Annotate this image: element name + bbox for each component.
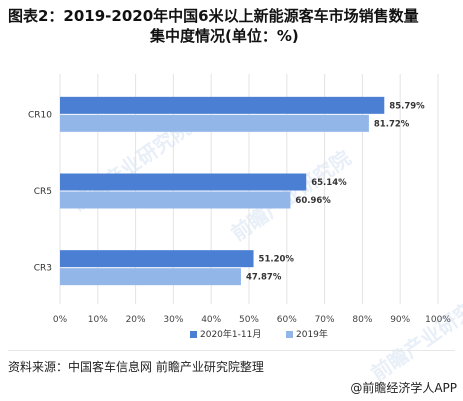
x-tick-label: 90% <box>390 315 410 325</box>
data-label: 81.72% <box>374 119 410 129</box>
brand-credit: @前瞻经济学人APP <box>350 381 457 395</box>
legend-swatch <box>190 331 197 338</box>
bar <box>60 250 254 268</box>
source-note: 资料来源：中国客车信息网 前瞻产业研究院整理 <box>8 360 264 374</box>
legend-swatch <box>286 331 293 338</box>
x-tick-label: 0% <box>53 315 68 325</box>
bar <box>60 173 307 191</box>
bar <box>60 191 291 209</box>
chart-title-line-2: 集中度情况(单位：%) <box>150 27 299 45</box>
legend-label: 2019年 <box>296 328 328 340</box>
x-tick-label: 40% <box>201 315 221 325</box>
x-tick-label: 20% <box>126 315 146 325</box>
bar <box>60 114 369 132</box>
x-tick-label: 50% <box>239 315 259 325</box>
data-label: 51.20% <box>259 255 295 265</box>
x-tick-label: 80% <box>352 315 372 325</box>
bar <box>60 268 241 286</box>
data-label: 60.96% <box>295 196 331 206</box>
x-tick-label: 60% <box>277 315 297 325</box>
chart-title: 图表2：2019-2020年中国6米以上新能源客车市场销售数量 集中度情况(单位… <box>8 6 456 46</box>
legend-label: 2020年1-11月 <box>200 328 261 340</box>
x-tick-label: 10% <box>88 315 108 325</box>
x-tick-label: 30% <box>163 315 183 325</box>
data-label: 47.87% <box>246 273 282 283</box>
bar <box>60 96 385 114</box>
data-label: 85.79% <box>389 101 425 111</box>
chart-title-line-1: 图表2：2019-2020年中国6米以上新能源客车市场销售数量 <box>8 7 419 25</box>
x-tick-label: 100% <box>425 315 451 325</box>
bar-chart: 0% 10% 20% 30% 40% 50% 60% 70% 80% 90% 100% CR10 85.… <box>28 74 451 340</box>
category-label: CR3 <box>34 264 52 274</box>
footer-divider <box>8 350 455 351</box>
category-label: CR10 <box>28 110 52 120</box>
category-label: CR5 <box>34 187 52 197</box>
x-tick-label: 70% <box>315 315 335 325</box>
data-label: 65.14% <box>311 178 347 188</box>
